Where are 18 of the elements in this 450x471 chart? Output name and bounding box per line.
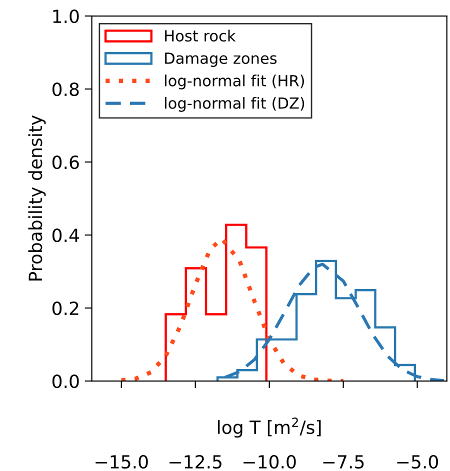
y-tick-label: 1.0 <box>53 9 79 24</box>
legend-label: log-normal fit (DZ) <box>165 97 304 112</box>
y-axis-title: Probability density <box>28 115 46 280</box>
x-tick-label: −10.0 <box>244 454 296 469</box>
x-tick-label: −12.5 <box>170 454 222 469</box>
x-tick-label: −15.0 <box>96 454 148 469</box>
y-tick-label: 0.0 <box>52 374 79 388</box>
legend-label: log-normal fit (HR) <box>165 74 304 90</box>
legend-label: Host rock <box>165 30 236 42</box>
x-tick-label: −7.5 <box>323 455 364 469</box>
line-series <box>119 236 346 382</box>
y-tick-label: 0.6 <box>52 155 79 170</box>
y-tick-label: 0.2 <box>52 301 78 316</box>
legend-label: Damage zones <box>165 52 277 67</box>
x-tick-label: −5.0 <box>397 454 438 469</box>
x-axis-title: log T [m$^{2}$/s] <box>218 418 321 438</box>
y-tick-label: 0.4 <box>52 228 79 242</box>
y-tick-label: 0.8 <box>52 82 79 96</box>
